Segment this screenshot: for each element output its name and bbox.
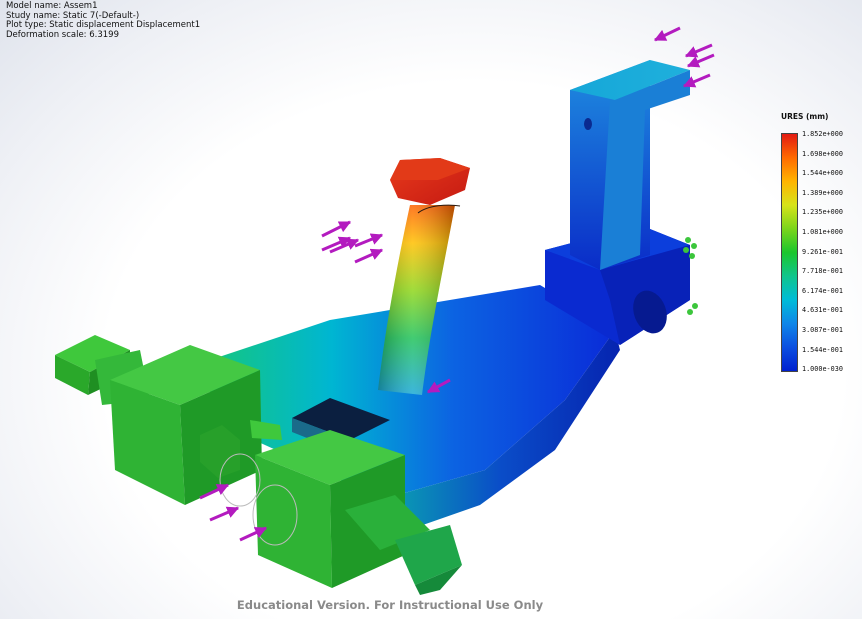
legend-tick: 3.087e-001 <box>802 326 843 334</box>
watermark-text: Educational Version. For Instructional U… <box>236 598 544 612</box>
left-shaft-assembly <box>55 335 462 595</box>
plot-type-label: Plot type: Static displacement Displacem… <box>6 20 201 31</box>
legend-tick: 1.389e+000 <box>802 188 843 197</box>
legend-tick: 1.544e+000 <box>802 169 843 178</box>
legend-tick: 1.081e+000 <box>802 228 843 236</box>
load-arrows <box>199 26 715 542</box>
legend-tick: 1.235e+000 <box>802 208 843 217</box>
legend-tick: 4.631e-001 <box>802 306 843 315</box>
legend-tick: 6.174e-001 <box>802 286 843 295</box>
study-name-label: Study name: Static 7(-Default-) <box>6 10 140 21</box>
legend-tick: 1.698e+000 <box>802 149 843 158</box>
model-name-label: Model name: Assem1 <box>6 1 98 11</box>
results-legend: URES (mm) 1.852e+000 1.698e+000 1.544e+0… <box>781 112 859 373</box>
legend-tick: 1.544e-001 <box>802 345 843 354</box>
legend-tick: 9.261e-001 <box>802 247 843 256</box>
center-post <box>378 158 470 395</box>
legend-tick: 1.852e+000 <box>802 130 843 138</box>
right-support-arm <box>545 60 690 345</box>
legend-tick: 7.718e-001 <box>802 267 843 276</box>
legend-title: URES (mm) <box>781 112 829 121</box>
plot-info: Model name: Assem1 Study name: Static 7(… <box>6 1 201 40</box>
legend-tick: 1.000e-030 <box>802 365 843 373</box>
highlight-circles <box>219 453 298 546</box>
deformation-scale-label: Deformation scale: 6.3199 <box>6 29 119 40</box>
legend-colorbar <box>781 133 798 372</box>
fixture-arrows <box>683 237 698 315</box>
